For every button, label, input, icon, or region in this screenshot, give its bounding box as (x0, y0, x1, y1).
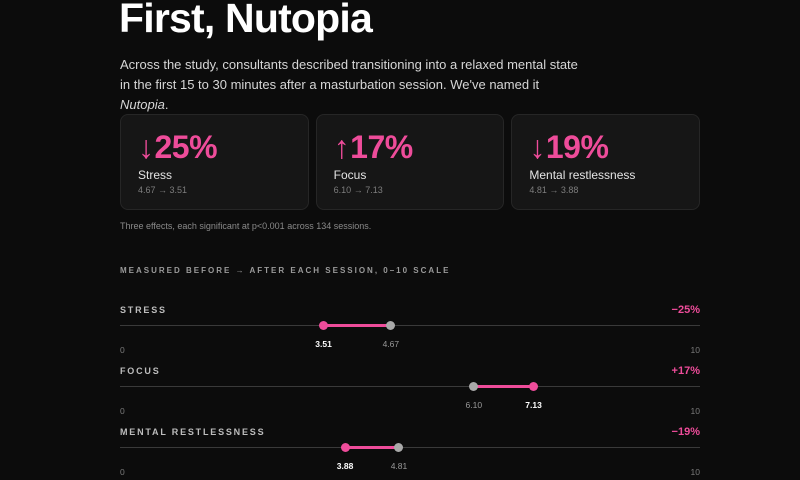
stat-card-focus: ↑ 17% Focus 6.10 → 7.13 (315, 114, 505, 210)
after-value: 7.13 (525, 400, 542, 410)
metric-name: FOCUS (120, 366, 161, 376)
scale-min-label: 0 (120, 467, 125, 477)
stat-label: Stress (138, 168, 173, 182)
stat-range: 4.81 → 3.88 (529, 185, 579, 195)
stat-value: ↑ 17% (334, 129, 504, 165)
scale-min-label: 0 (120, 345, 125, 355)
after-marker (319, 321, 329, 330)
after-value: 3.88 (336, 461, 354, 471)
metric-name: MENTAL RESTLESSNESS (120, 427, 266, 437)
intro-emphasis: Nutopia (120, 97, 165, 112)
before-value: 4.81 (390, 461, 408, 471)
metric-row-mental-restlessness: MENTAL RESTLESSNESS −19% 3.88 4.81 0 10 (120, 426, 700, 480)
arrow-down-icon: ↓ (529, 129, 545, 165)
before-marker (386, 321, 396, 330)
metric-row-focus: FOCUS +17% 7.13 6.10 0 10 (120, 365, 700, 426)
section-heading: MEASURED BEFORE → AFTER EACH SESSION, 0–… (120, 266, 451, 275)
stat-card-stress: ↓ 25% Stress 4.67 → 3.51 (120, 114, 309, 210)
metric-name: STRESS (120, 305, 167, 315)
stat-label: Mental restlessness (529, 168, 636, 182)
metric-change: +17% (671, 365, 700, 377)
stat-value: ↓ 25% (138, 129, 308, 165)
change-segment (323, 324, 391, 327)
metric-change: −19% (671, 426, 700, 438)
after-value: 3.51 (315, 339, 332, 349)
scale-max-label: 10 (690, 467, 700, 477)
stat-percent: 17% (350, 129, 413, 165)
after-marker (529, 382, 539, 391)
before-marker (469, 382, 479, 391)
stat-label: Focus (333, 168, 367, 182)
stat-percent: 25% (154, 129, 218, 165)
arrow-down-icon: ↓ (138, 129, 154, 165)
intro-end: . (164, 97, 169, 112)
change-segment (345, 446, 399, 449)
scale-max-label: 10 (690, 406, 700, 416)
scale-min-label: 0 (120, 406, 125, 416)
stat-range: 6.10 → 7.13 (333, 185, 383, 195)
stat-range: 4.67 → 3.51 (138, 185, 188, 195)
intro-text: Across the study, consultants described … (120, 57, 578, 92)
intro-paragraph: Across the study, consultants described … (120, 55, 590, 115)
change-segment (473, 385, 534, 388)
scale-track (120, 447, 700, 448)
metric-row-stress: STRESS −25% 3.51 4.67 0 10 (120, 304, 700, 365)
metric-change: −25% (671, 304, 700, 316)
page-title: First, Nutopia (119, 0, 373, 41)
scale-track (120, 386, 700, 387)
before-value: 4.67 (382, 339, 400, 349)
significance-caption: Three effects, each significant at p<0.0… (120, 221, 372, 231)
stat-card-mental-restlessness: ↓ 19% Mental restlessness 4.81 → 3.88 (511, 114, 701, 210)
scale-max-label: 10 (690, 345, 700, 355)
scale-track (120, 325, 700, 326)
after-marker (340, 443, 350, 452)
stat-value: ↓ 19% (529, 129, 699, 165)
before-marker (394, 443, 404, 452)
stat-cards: ↓ 25% Stress 4.67 → 3.51 ↑ 17% Focus 6.1… (120, 114, 701, 210)
stat-percent: 19% (545, 129, 609, 165)
before-value: 6.10 (465, 400, 483, 410)
arrow-up-icon: ↑ (333, 129, 350, 165)
